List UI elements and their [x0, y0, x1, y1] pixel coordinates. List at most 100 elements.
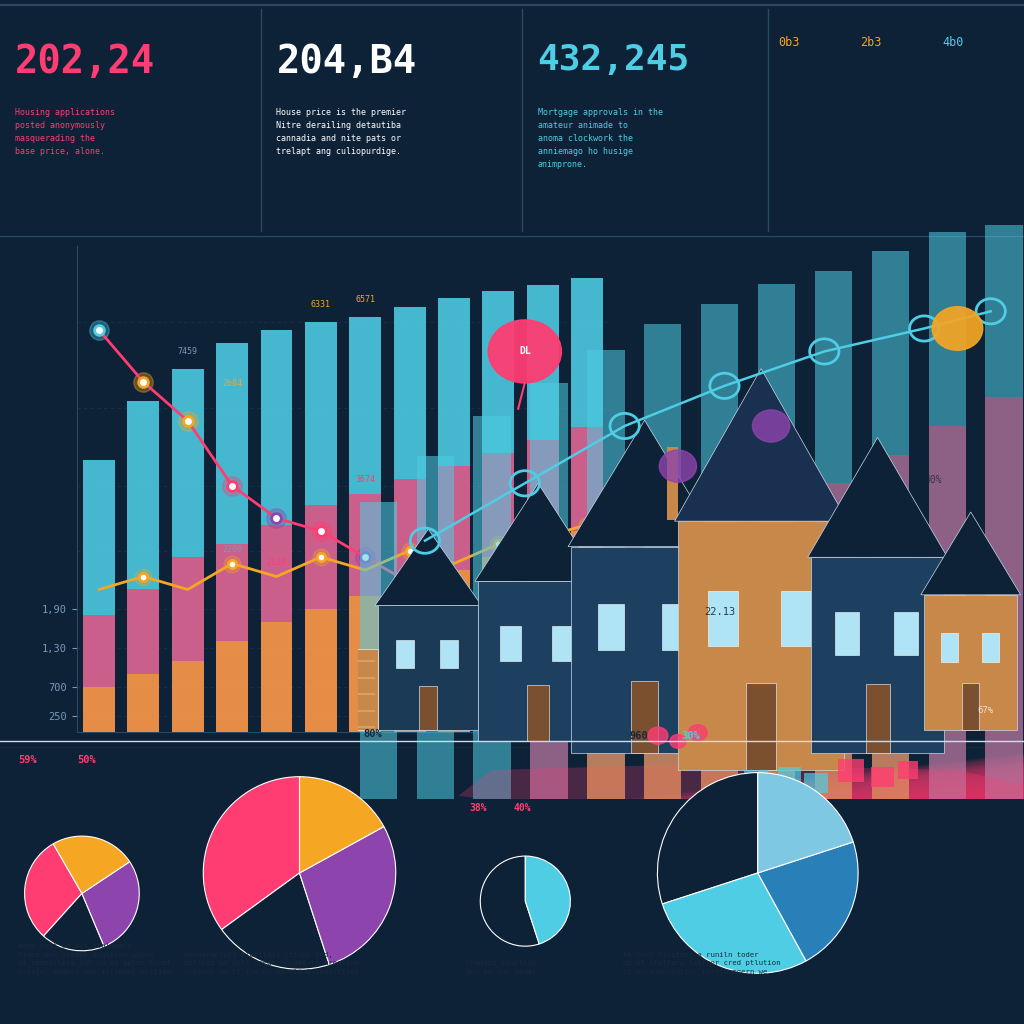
Polygon shape	[675, 369, 848, 521]
Bar	[349, 494, 381, 732]
Bar	[83, 460, 115, 732]
Bar	[440, 640, 459, 668]
Bar	[216, 343, 248, 732]
Text: House price is the premier
Nitre derailing detautiba
cannadia and nite pats or
t: House price is the premier Nitre deraili…	[276, 108, 407, 156]
Text: 2139: 2139	[266, 558, 287, 567]
Bar	[527, 685, 549, 741]
Bar	[526, 544, 559, 732]
Bar	[526, 285, 559, 732]
Bar	[127, 590, 160, 732]
Polygon shape	[734, 766, 1024, 799]
Bar	[526, 440, 559, 732]
Bar	[985, 397, 1023, 799]
Polygon shape	[774, 770, 1024, 799]
Bar	[329, 649, 379, 730]
Bar	[929, 426, 966, 799]
Wedge shape	[657, 772, 758, 904]
Bar	[127, 401, 160, 732]
Polygon shape	[625, 753, 1024, 799]
Bar	[379, 605, 478, 730]
Polygon shape	[744, 767, 1024, 799]
Bar	[305, 322, 337, 732]
Wedge shape	[758, 772, 853, 872]
Text: 30%: 30%	[681, 731, 699, 741]
Wedge shape	[299, 826, 395, 965]
Text: 22.13: 22.13	[705, 607, 736, 617]
Bar	[349, 317, 381, 732]
Text: 432,245: 432,245	[538, 43, 690, 77]
Bar	[644, 324, 681, 799]
Bar	[571, 427, 603, 732]
Polygon shape	[645, 755, 1024, 799]
Circle shape	[932, 307, 983, 350]
Bar	[482, 454, 514, 732]
Bar	[746, 683, 776, 770]
Polygon shape	[568, 420, 721, 547]
Bar	[393, 583, 426, 732]
Text: 80%: 80%	[364, 729, 382, 739]
Bar	[667, 446, 678, 520]
Bar	[815, 271, 852, 799]
Polygon shape	[635, 754, 1024, 799]
Text: 2200: 2200	[222, 545, 242, 554]
Bar	[216, 544, 248, 732]
Text: 40%: 40%	[514, 803, 531, 813]
Bar	[701, 569, 738, 799]
Text: Housing applications
posted anonymously
masquerading the
base price, alone.: Housing applications posted anonymously …	[15, 108, 116, 156]
Wedge shape	[758, 842, 858, 961]
Bar	[815, 627, 852, 799]
Polygon shape	[694, 761, 1024, 799]
Polygon shape	[475, 483, 601, 582]
Bar	[758, 523, 796, 799]
Bar	[393, 479, 426, 732]
Bar	[587, 655, 625, 799]
Bar	[482, 291, 514, 732]
Text: 0b3: 0b3	[778, 36, 800, 49]
Bar	[744, 770, 768, 791]
Bar	[500, 627, 521, 662]
Wedge shape	[44, 893, 104, 950]
Circle shape	[753, 410, 790, 442]
Bar	[417, 456, 454, 799]
Bar	[924, 595, 1018, 730]
Wedge shape	[663, 872, 806, 973]
Wedge shape	[525, 856, 570, 944]
Bar	[778, 767, 801, 787]
Text: 59%: 59%	[18, 755, 37, 765]
Bar	[482, 557, 514, 732]
Bar	[587, 350, 625, 799]
Polygon shape	[375, 529, 481, 605]
Bar	[811, 557, 944, 753]
Bar	[897, 762, 918, 778]
Text: DL: DL	[519, 346, 530, 356]
Bar	[644, 615, 681, 799]
Wedge shape	[480, 856, 540, 946]
Bar	[393, 307, 426, 732]
Bar	[894, 612, 918, 655]
Bar	[805, 773, 827, 793]
Bar	[438, 570, 470, 732]
Text: 38%: 38%	[469, 803, 486, 813]
Bar	[571, 547, 718, 753]
Bar	[663, 604, 688, 650]
Bar	[871, 455, 909, 799]
Bar	[598, 604, 624, 650]
Text: 202,24: 202,24	[15, 43, 156, 81]
Text: Ab loct tlostuer a runiln toder
dn ot stutters teitror cred ptlution
lt culannon: Ab loct tlostuer a runiln toder dn ot st…	[623, 952, 780, 975]
Text: 6571: 6571	[355, 295, 375, 304]
Bar	[941, 633, 957, 663]
Bar	[838, 759, 864, 781]
Wedge shape	[221, 872, 330, 969]
Bar	[478, 582, 598, 741]
Bar	[359, 502, 397, 799]
Text: 2b3: 2b3	[860, 36, 882, 49]
Bar	[305, 505, 337, 732]
Wedge shape	[53, 837, 130, 893]
Bar	[216, 641, 248, 732]
Polygon shape	[654, 757, 1024, 799]
Bar	[758, 285, 796, 799]
Bar	[758, 655, 796, 799]
Bar	[982, 633, 998, 663]
Text: 960: 960	[630, 731, 648, 741]
Circle shape	[648, 727, 668, 744]
